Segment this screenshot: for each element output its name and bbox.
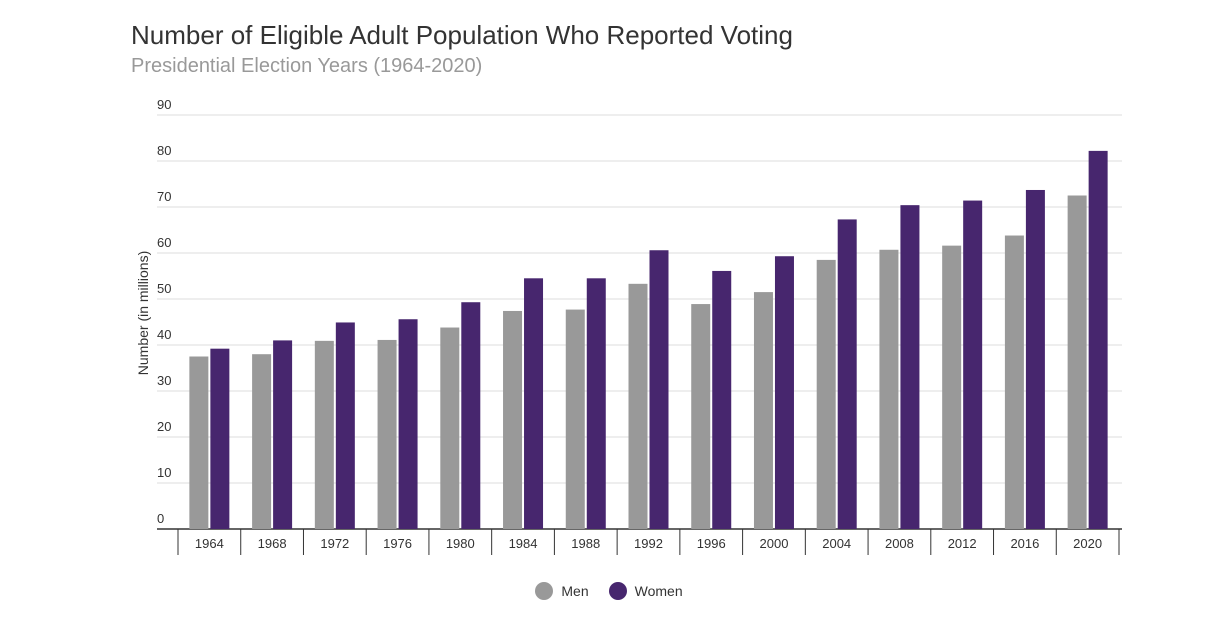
x-tick-label: 2000 xyxy=(760,536,789,551)
y-tick-label: 90 xyxy=(157,97,171,112)
x-tick-label: 2016 xyxy=(1010,536,1039,551)
y-tick-label: 30 xyxy=(157,373,171,388)
x-tick-label: 1992 xyxy=(634,536,663,551)
bar-men-2016 xyxy=(1004,235,1024,529)
x-tick-label: 2020 xyxy=(1073,536,1102,551)
bar-men-2012 xyxy=(942,245,962,529)
bar-women-2008 xyxy=(900,205,920,529)
bar-women-1976 xyxy=(398,319,418,529)
bar-women-1972 xyxy=(335,322,355,529)
chart-title: Number of Eligible Adult Population Who … xyxy=(131,20,793,50)
bar-men-1976 xyxy=(377,339,397,529)
legend-item-women[interactable]: Women xyxy=(608,582,683,600)
x-tick-label: 1984 xyxy=(509,536,538,551)
x-tick-label: 2004 xyxy=(822,536,851,551)
chart-subtitle: Presidential Election Years (1964-2020) xyxy=(131,55,483,77)
men-swatch-icon xyxy=(535,582,554,600)
bar-women-1992 xyxy=(649,250,669,530)
bar-women-2020 xyxy=(1088,150,1108,529)
bar-men-1980 xyxy=(440,327,460,529)
bar-women-1984 xyxy=(524,278,544,529)
y-tick-label: 80 xyxy=(157,143,171,158)
y-axis-label: Number (in millions) xyxy=(135,251,151,375)
legend-label: Men xyxy=(561,583,589,599)
bar-men-1972 xyxy=(314,340,334,529)
legend: Men Women xyxy=(0,582,1218,600)
x-tick-label: 1988 xyxy=(571,536,600,551)
women-swatch-icon xyxy=(608,582,627,600)
x-tick-label: 2012 xyxy=(948,536,977,551)
bar-men-1988 xyxy=(565,309,585,529)
bar-women-1964 xyxy=(210,348,230,529)
legend-item-men[interactable]: Men xyxy=(535,582,589,600)
x-tick-label: 2008 xyxy=(885,536,914,551)
legend-label: Women xyxy=(634,583,683,599)
y-tick-label: 10 xyxy=(157,465,171,480)
bar-men-1964 xyxy=(189,356,209,529)
bar-men-2000 xyxy=(753,292,773,529)
y-tick-label: 20 xyxy=(157,419,171,434)
x-tick-label: 1980 xyxy=(446,536,475,551)
bar-men-2004 xyxy=(816,259,836,529)
bar-women-2012 xyxy=(963,200,983,529)
bar-men-1984 xyxy=(503,310,523,529)
bar-women-1968 xyxy=(273,340,293,529)
x-tick-label: 1972 xyxy=(320,536,349,551)
bar-women-2016 xyxy=(1025,189,1045,530)
x-tick-label: 1976 xyxy=(383,536,412,551)
y-tick-label: 0 xyxy=(157,511,164,526)
bar-women-1996 xyxy=(712,270,732,529)
x-tick-label: 1968 xyxy=(258,536,287,551)
bar-men-1968 xyxy=(252,354,272,529)
bar-women-2004 xyxy=(837,219,857,530)
bar-men-2020 xyxy=(1067,195,1087,529)
y-tick-label: 60 xyxy=(157,235,171,250)
x-tick-label: 1964 xyxy=(195,536,224,551)
x-tick-label: 1996 xyxy=(697,536,726,551)
y-tick-label: 40 xyxy=(157,327,171,342)
bar-women-2000 xyxy=(774,256,794,529)
y-tick-label: 70 xyxy=(157,189,171,204)
bar-men-2008 xyxy=(879,249,899,529)
bar-men-1992 xyxy=(628,283,648,529)
y-tick-label: 50 xyxy=(157,281,171,296)
bar-women-1980 xyxy=(461,302,481,529)
bar-women-1988 xyxy=(586,278,606,529)
bar-men-1996 xyxy=(691,304,711,529)
